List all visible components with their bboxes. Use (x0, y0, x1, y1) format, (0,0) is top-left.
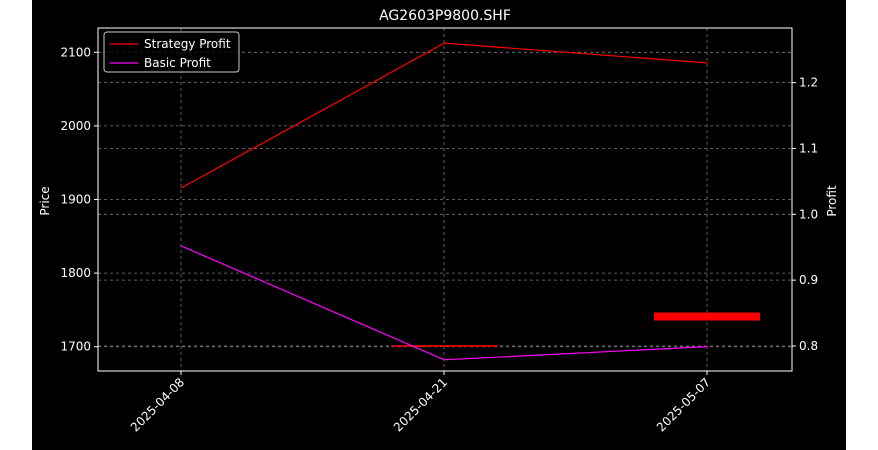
chart-figure: 1700 1800 1900 2000 2100 0.8 0.9 1.0 1.1 1.2 202… (32, 0, 846, 450)
right-tick-label: 1.0 (799, 207, 818, 221)
left-tick-label: 1800 (60, 266, 91, 280)
series-line-basic-profit (180, 245, 708, 361)
right-tick-label: 0.8 (799, 339, 818, 353)
left-tick-label: 2000 (60, 119, 91, 133)
legend-box (103, 31, 240, 73)
left-axis: 1700 1800 1900 2000 2100 (60, 45, 98, 354)
marker-thick-segment (654, 312, 760, 321)
left-axis-label: Price (38, 186, 52, 215)
right-tick-label: 0.9 (799, 273, 818, 287)
x-tick-label: 2025-04-08 (128, 375, 187, 434)
series-line-strategy-profit (180, 42, 708, 189)
legend-label-basic-profit: Basic Profit (144, 56, 211, 70)
x-tick-label: 2025-05-07 (654, 375, 713, 434)
left-tick-label: 1900 (60, 193, 91, 207)
left-tick-label: 1700 (60, 340, 91, 354)
legend: Strategy Profit Basic Profit (103, 31, 240, 73)
right-axis-label: Profit (825, 185, 839, 217)
x-axis: 2025-04-08 2025-04-21 2025-05-07 (128, 371, 713, 434)
marker-layer (391, 312, 760, 347)
right-axis: 0.8 0.9 1.0 1.1 1.2 (792, 76, 818, 353)
x-tick-label: 2025-04-21 (391, 375, 450, 434)
right-tick-label: 1.2 (799, 76, 818, 90)
left-tick-label: 2100 (60, 45, 91, 59)
chart-title: AG2603P9800.SHF (379, 8, 511, 24)
legend-label-strategy-profit: Strategy Profit (144, 37, 231, 51)
grid-layer (98, 28, 792, 371)
series-layer (180, 42, 708, 361)
chart-svg: 1700 1800 1900 2000 2100 0.8 0.9 1.0 1.1 1.2 202… (38, 8, 839, 434)
right-tick-label: 1.1 (799, 141, 818, 155)
